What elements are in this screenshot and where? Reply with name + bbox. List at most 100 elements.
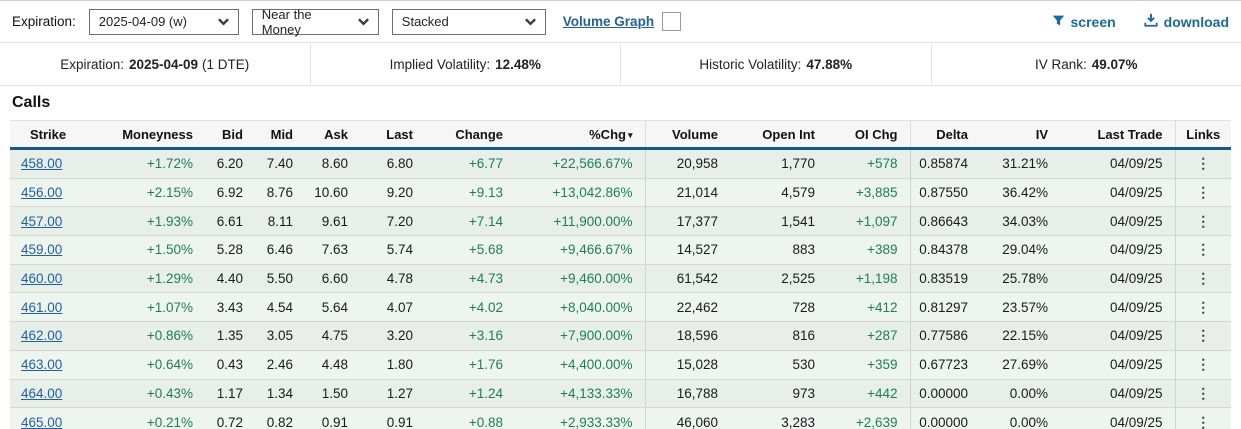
cell-strike: 464.00 xyxy=(10,379,75,409)
cell-pct_chg: +8,040.00% xyxy=(515,292,645,323)
cell-moneyness: +0.21% xyxy=(75,407,205,429)
cell-iv: 34.03% xyxy=(980,206,1060,237)
cell-last_trade: 04/09/25 xyxy=(1060,292,1175,323)
row-menu-kebab-icon[interactable]: ⋮ xyxy=(1196,184,1211,201)
strike-link[interactable]: 458.00 xyxy=(21,156,63,172)
volume-graph-link[interactable]: Volume Graph xyxy=(562,14,655,29)
cell-pct_chg: +4,133.33% xyxy=(515,379,645,409)
row-menu-kebab-icon[interactable]: ⋮ xyxy=(1196,327,1211,344)
row-menu-kebab-icon[interactable]: ⋮ xyxy=(1196,298,1211,315)
cell-mid: 4.54 xyxy=(255,292,305,323)
cell-change: +7.14 xyxy=(425,206,515,237)
cell-last_trade: 04/09/25 xyxy=(1060,178,1175,208)
col-header-bid[interactable]: Bid xyxy=(205,120,255,150)
expiration-label: Expiration: xyxy=(12,14,76,29)
row-menu-kebab-icon[interactable]: ⋮ xyxy=(1196,413,1211,429)
strike-link[interactable]: 457.00 xyxy=(21,213,63,229)
volume-graph-checkbox[interactable] xyxy=(662,12,682,31)
cell-moneyness: +1.50% xyxy=(75,235,205,265)
cell-links: ⋮ xyxy=(1174,321,1231,351)
col-header-moneyness[interactable]: Moneyness xyxy=(75,120,205,150)
stat-historic-volatility: Historic Volatility: 47.88% xyxy=(620,43,931,85)
cell-open_int: 883 xyxy=(730,235,827,265)
cell-mid: 7.40 xyxy=(255,148,305,179)
strike-link[interactable]: 465.00 xyxy=(21,414,63,429)
row-menu-kebab-icon[interactable]: ⋮ xyxy=(1196,356,1211,373)
cell-volume: 22,462 xyxy=(644,292,730,323)
row-menu-kebab-icon[interactable]: ⋮ xyxy=(1196,212,1211,229)
cell-iv: 29.04% xyxy=(980,235,1060,265)
stat-label: Implied Volatility: xyxy=(389,56,491,72)
strike-link[interactable]: 456.00 xyxy=(21,185,63,201)
table-row: 459.00 +1.50% 5.28 6.46 7.63 5.74 +5.68 +9,466.… xyxy=(10,235,1231,265)
cell-last: 3.20 xyxy=(360,321,425,351)
stat-value: 49.07% xyxy=(1091,56,1138,72)
calls-section-title: Calls xyxy=(12,94,51,111)
cell-change: +1.76 xyxy=(425,350,515,380)
download-button[interactable]: download xyxy=(1144,13,1229,30)
cell-change: +6.77 xyxy=(425,148,515,179)
sort-descending-icon: ▾ xyxy=(627,129,633,140)
strike-link[interactable]: 462.00 xyxy=(21,328,63,344)
cell-oi_chg: +412 xyxy=(827,292,910,323)
cell-iv: 0.00% xyxy=(980,379,1060,409)
cell-pct_chg: +2,933.33% xyxy=(515,407,645,429)
cell-oi_chg: +1,198 xyxy=(827,264,910,294)
col-header-mid[interactable]: Mid xyxy=(255,120,305,150)
cell-ask: 7.63 xyxy=(305,235,360,265)
cell-change: +4.73 xyxy=(425,264,515,294)
col-header-oi_chg[interactable]: OI Chg xyxy=(827,120,910,150)
stat-value: 47.88% xyxy=(806,56,853,72)
expiration-select[interactable]: 2025-04-09 (w) xyxy=(88,8,239,35)
view-mode-select[interactable]: Stacked xyxy=(391,8,546,35)
cell-iv: 31.21% xyxy=(980,148,1060,179)
toolbar: Expiration: 2025-04-09 (w) Near the Mone… xyxy=(0,1,1241,43)
table-row: 461.00 +1.07% 3.43 4.54 5.64 4.07 +4.02 +8,040.… xyxy=(10,292,1231,323)
row-menu-kebab-icon[interactable]: ⋮ xyxy=(1196,155,1211,172)
cell-bid: 6.61 xyxy=(205,206,255,237)
cell-open_int: 1,770 xyxy=(730,148,827,179)
cell-volume: 46,060 xyxy=(644,407,730,429)
cell-volume: 14,527 xyxy=(644,235,730,265)
strike-link[interactable]: 459.00 xyxy=(21,242,63,258)
table-row: 464.00 +0.43% 1.17 1.34 1.50 1.27 +1.24 +4,133.… xyxy=(10,379,1231,409)
col-header-delta[interactable]: Delta xyxy=(909,120,980,150)
stat-label: Expiration: xyxy=(60,56,124,72)
screen-button[interactable]: screen xyxy=(1052,14,1116,30)
cell-moneyness: +0.86% xyxy=(75,321,205,351)
cell-strike: 458.00 xyxy=(10,148,75,179)
col-header-pct_chg[interactable]: %Chg ▾ xyxy=(515,120,645,150)
row-menu-kebab-icon[interactable]: ⋮ xyxy=(1196,384,1211,401)
strike-link[interactable]: 461.00 xyxy=(21,299,63,315)
col-header-ask[interactable]: Ask xyxy=(305,120,360,150)
cell-last: 0.91 xyxy=(360,407,425,429)
col-header-open_int[interactable]: Open Int xyxy=(730,120,827,150)
strike-link[interactable]: 464.00 xyxy=(21,385,63,401)
col-header-volume[interactable]: Volume xyxy=(644,120,730,150)
cell-delta: 0.77586 xyxy=(909,321,980,351)
col-header-strike[interactable]: Strike xyxy=(10,120,75,150)
cell-moneyness: +1.29% xyxy=(75,264,205,294)
cell-delta: 0.84378 xyxy=(909,235,980,265)
cell-ask: 8.60 xyxy=(305,148,360,179)
strike-link[interactable]: 460.00 xyxy=(21,271,63,287)
cell-change: +5.68 xyxy=(425,235,515,265)
moneyness-filter-select[interactable]: Near the Money xyxy=(251,7,379,37)
cell-oi_chg: +578 xyxy=(827,148,910,179)
stat-suffix: (1 DTE) xyxy=(202,56,250,72)
row-menu-kebab-icon[interactable]: ⋮ xyxy=(1196,270,1211,287)
cell-volume: 61,542 xyxy=(644,264,730,294)
row-menu-kebab-icon[interactable]: ⋮ xyxy=(1196,241,1211,258)
cell-open_int: 1,541 xyxy=(730,206,827,237)
cell-pct_chg: +9,460.00% xyxy=(515,264,645,294)
col-header-last[interactable]: Last xyxy=(360,120,425,150)
strike-link[interactable]: 463.00 xyxy=(21,357,63,373)
col-header-links[interactable]: Links xyxy=(1174,120,1231,150)
col-header-last_trade[interactable]: Last Trade xyxy=(1060,120,1175,150)
col-header-iv[interactable]: IV xyxy=(980,120,1060,150)
cell-iv: 23.57% xyxy=(980,292,1060,323)
col-header-change[interactable]: Change xyxy=(425,120,515,150)
cell-moneyness: +1.93% xyxy=(75,206,205,237)
cell-bid: 5.28 xyxy=(205,235,255,265)
table-row: 463.00 +0.64% 0.43 2.46 4.48 1.80 +1.76 +4,400.… xyxy=(10,350,1231,380)
